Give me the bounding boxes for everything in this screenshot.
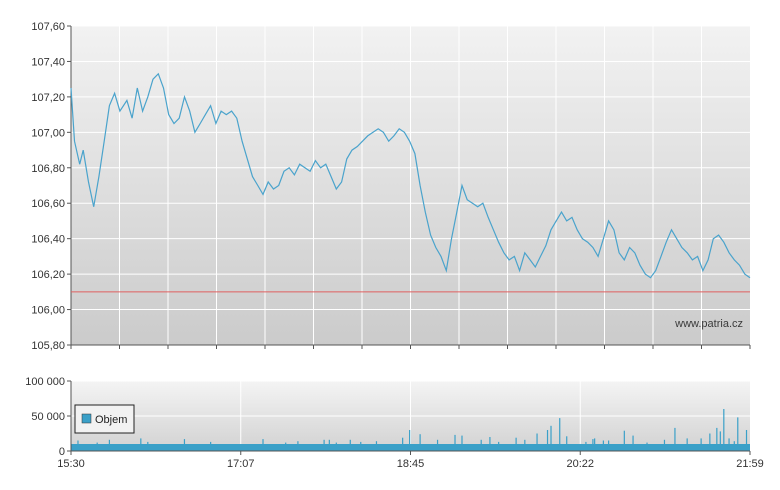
- volume-x-ticks: 15:30 17:07 18:45 20:22 21:59: [57, 451, 764, 470]
- volume-bar: [323, 439, 325, 451]
- volume-x-tick-label: 15:30: [57, 458, 85, 470]
- price-y-tick-label: 106,80: [31, 163, 65, 175]
- volume-legend: Objem: [74, 404, 135, 434]
- legend-label: Objem: [95, 414, 127, 426]
- volume-bar: [480, 439, 482, 451]
- price-y-ticks: 107,60 107,40 107,20 107,00 106,80 106,60 106,…: [31, 21, 71, 352]
- volume-x-tick-label: 18:45: [397, 458, 425, 470]
- volume-bar: [147, 441, 149, 451]
- volume-bar: [328, 439, 330, 451]
- volume-x-tick-label: 21:59: [736, 458, 764, 470]
- volume-bar: [436, 439, 439, 451]
- volume-bar: [566, 436, 568, 451]
- volume-bar: [686, 438, 688, 451]
- volume-bar: [262, 439, 264, 451]
- price-y-tick-label: 107,20: [31, 92, 65, 104]
- legend-swatch: [81, 413, 92, 424]
- price-y-tick-label: 107,40: [31, 56, 65, 68]
- volume-bar: [72, 445, 74, 451]
- volume-bar: [419, 434, 421, 451]
- volume-bar: [723, 409, 725, 451]
- volume-bar: [183, 439, 186, 451]
- volume-bar: [210, 441, 212, 451]
- volume-bar: [402, 437, 404, 451]
- volume-bar: [489, 437, 491, 451]
- price-x-tick-marks: [70, 345, 751, 349]
- volume-bar: [96, 442, 98, 451]
- volume-bar: [461, 435, 463, 451]
- volume-bar: [592, 439, 594, 451]
- volume-bar: [546, 430, 549, 451]
- volume-bar: [623, 430, 625, 451]
- volume-bar: [719, 431, 721, 451]
- volume-bar: [559, 418, 561, 451]
- volume-bar: [515, 437, 517, 451]
- volume-bar: [122, 444, 124, 451]
- volume-bar: [140, 438, 142, 451]
- price-y-tick-label: 106,00: [31, 305, 65, 317]
- volume-bar: [536, 433, 538, 451]
- volume-bar: [335, 442, 337, 451]
- price-line: [70, 72, 751, 279]
- volume-bar: [550, 425, 552, 451]
- price-y-tick-label: 106,40: [31, 234, 65, 246]
- price-panel: 107,60 107,40 107,20 107,00 106,80 106,60 106,…: [31, 21, 751, 352]
- volume-bar: [498, 441, 500, 451]
- volume-bar: [646, 442, 648, 451]
- volume-bar: [77, 440, 79, 451]
- volume-bar: [737, 417, 739, 451]
- volume-bar: [594, 438, 596, 451]
- price-y-tick-label: 106,60: [31, 198, 65, 210]
- volume-bar: [84, 444, 86, 451]
- volume-bar: [297, 441, 299, 451]
- price-y-tick-label: 105,80: [31, 340, 65, 352]
- volume-baseline-band: [71, 444, 750, 451]
- volume-bar: [632, 435, 634, 451]
- volume-bar: [108, 439, 111, 451]
- volume-bar: [728, 438, 730, 451]
- volume-bar: [608, 440, 610, 451]
- volume-bar: [716, 427, 718, 451]
- volume-x-tick-label: 20:22: [566, 458, 594, 470]
- volume-y-tick-label: 0: [59, 446, 65, 458]
- volume-bar: [375, 441, 378, 451]
- volume-bar: [674, 427, 676, 451]
- volume-bar: [700, 438, 702, 451]
- volume-bars: [71, 409, 750, 451]
- volume-bar: [454, 434, 456, 451]
- volume-panel: 100 000 50 000 0 15:30 17:07 18:45 20:22 21:59…: [25, 376, 764, 470]
- price-y-tick-label: 106,20: [31, 269, 65, 281]
- volume-bar: [349, 439, 351, 451]
- price-y-tick-label: 107,00: [31, 127, 65, 139]
- volume-bar: [602, 440, 604, 451]
- volume-bar: [524, 439, 526, 451]
- watermark-text: www.patria.cz: [674, 318, 743, 330]
- volume-bar: [285, 442, 287, 451]
- volume-bar: [733, 441, 735, 451]
- volume-bar: [709, 433, 711, 451]
- volume-y-ticks: 100 000 50 000 0: [25, 376, 71, 458]
- volume-bar: [409, 430, 411, 451]
- volume-x-tick-label: 17:07: [227, 458, 255, 470]
- volume-bar: [663, 439, 666, 451]
- volume-bar: [360, 441, 362, 451]
- volume-y-tick-label: 50 000: [31, 411, 65, 423]
- price-y-tick-label: 107,60: [31, 21, 65, 33]
- volume-y-tick-label: 100 000: [25, 376, 65, 388]
- volume-bar: [585, 441, 587, 451]
- volume-bar: [161, 444, 163, 451]
- volume-bar: [745, 430, 748, 451]
